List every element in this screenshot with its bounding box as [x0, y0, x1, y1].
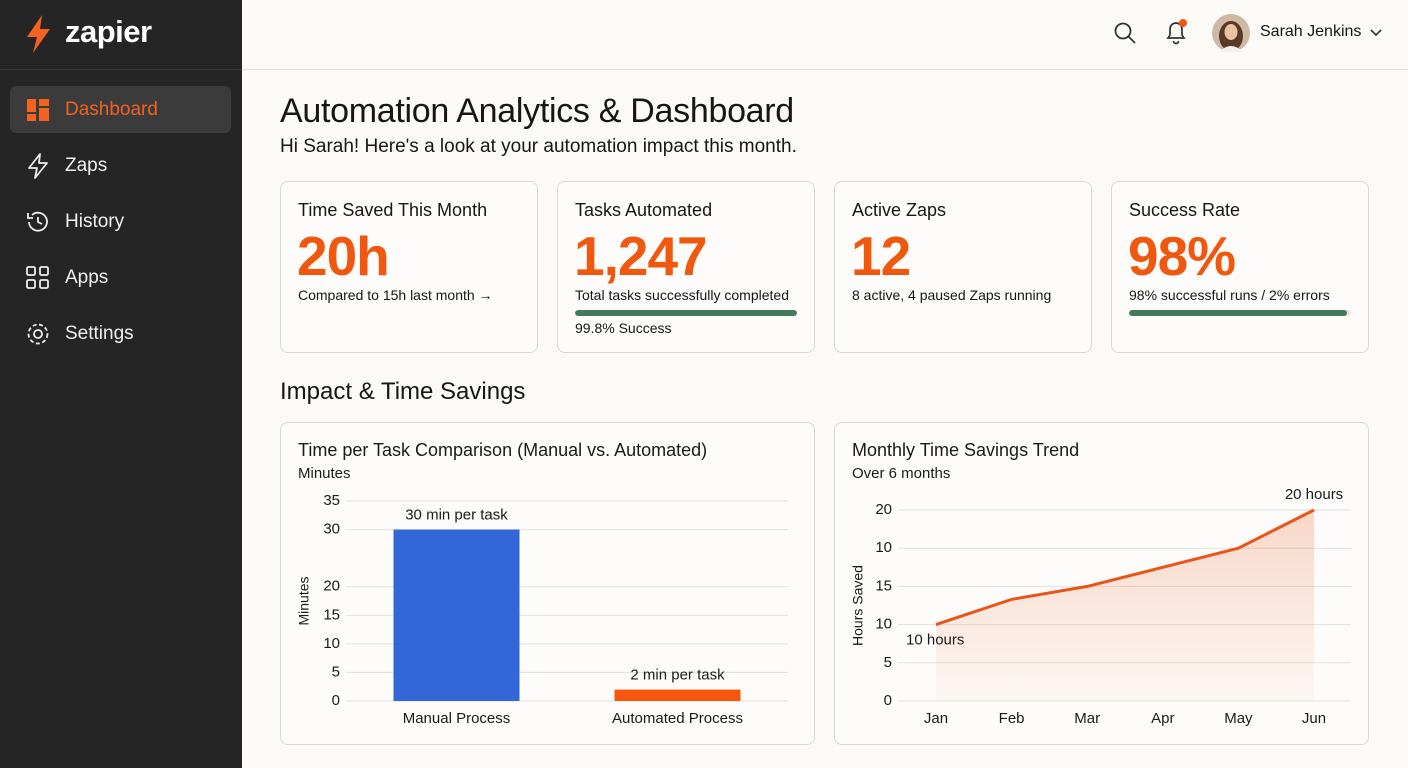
chart-title: Time per Task Comparison (Manual vs. Aut… [298, 440, 707, 460]
x-tick-label: May [1224, 710, 1253, 727]
bar-value-label: 30 min per task [405, 507, 508, 524]
area [936, 510, 1314, 701]
chevron[interactable] [1369, 27, 1383, 39]
y-tick-label: 0 [884, 692, 892, 709]
page-title: Automation Analytics & Dashboard [280, 92, 794, 130]
x-tick-label: Manual Process [403, 710, 511, 727]
divider [0, 69, 242, 70]
x-tick-label: Apr [1151, 710, 1174, 727]
y-tick-label: 5 [332, 663, 340, 680]
kpi-value: 98% [1128, 225, 1236, 287]
progress-track [575, 310, 797, 316]
bar [393, 529, 520, 701]
y-tick-label: 15 [875, 577, 892, 594]
y-tick-label: 10 [875, 616, 892, 633]
chart: Time per Task Comparison (Manual vs. Aut… [296, 440, 788, 727]
settings-icon [27, 323, 49, 345]
notification-icon[interactable] [1163, 17, 1191, 47]
kpi-note: 8 active, 4 paused Zaps running [852, 287, 1052, 303]
top-bar [242, 0, 1408, 70]
kpi-title: Time Saved This Month [298, 200, 488, 220]
kpi-note: Compared to 15h last month → [298, 287, 493, 303]
kpi-note: Total tasks successfully completed [575, 287, 789, 303]
progress-fill [1129, 310, 1347, 316]
apps-icon [26, 266, 49, 289]
nav-item[interactable]: Zaps [65, 155, 108, 176]
kpi-card: Active Zaps 12 8 active, 4 paused Zaps run… [834, 181, 1092, 353]
chart-subtitle: Minutes [298, 465, 351, 482]
logo-icon [27, 15, 50, 53]
chart-card: Monthly Time Savings Trend Over 6 months H… [834, 422, 1369, 745]
y-tick-label: 5 [884, 654, 892, 671]
y-tick-label: 10 [875, 539, 892, 556]
sidebar: zapier Dashboard Zaps History Apps Setti… [0, 0, 242, 768]
kpi-title: Active Zaps [852, 200, 947, 220]
dashboard-icon [27, 99, 49, 121]
page-subtitle: Hi Sarah! Here's a look at your automati… [280, 136, 797, 157]
kpi-card: Time Saved This Month 20h Compared to 15h … [280, 181, 538, 353]
progress-track [1129, 310, 1351, 316]
avatar[interactable] [1212, 14, 1250, 52]
y-tick-label: 20 [875, 501, 892, 518]
nav-item[interactable]: Settings [65, 323, 134, 344]
y-tick-label: 30 [323, 521, 340, 538]
x-tick-label: Automated Process [612, 710, 743, 727]
kpi-card: Success Rate 98% 98% successful runs / 2% … [1111, 181, 1369, 353]
chart-subtitle: Over 6 months [852, 465, 950, 482]
kpi-card: Tasks Automated 1,247 Total tasks successf… [557, 181, 815, 353]
zaps-icon [28, 153, 48, 179]
kpi-title: Success Rate [1129, 200, 1241, 220]
y-tick-label: 20 [323, 578, 340, 595]
y-tick-label: 10 [323, 635, 340, 652]
x-tick-label: Mar [1074, 710, 1100, 727]
progress-fill [575, 310, 797, 316]
y-axis-title: Hours Saved [850, 565, 866, 646]
nav-item[interactable]: Dashboard [65, 99, 158, 120]
kpi-title: Tasks Automated [575, 200, 713, 220]
y-tick-label: 0 [332, 692, 340, 709]
kpi-value: 20h [297, 225, 390, 287]
kpi-value: 12 [851, 225, 911, 287]
annotation: 20 hours [1285, 486, 1343, 503]
search-icon[interactable] [1113, 21, 1139, 47]
x-tick-label: Jun [1302, 710, 1326, 727]
chart-title: Monthly Time Savings Trend [852, 440, 1079, 460]
bar [614, 689, 741, 701]
line [935, 508, 1315, 627]
x-tick-label: Jan [924, 710, 948, 727]
kpi-note: 98% successful runs / 2% errors [1129, 287, 1330, 303]
chart: Monthly Time Savings Trend Over 6 months H… [850, 440, 1351, 727]
y-tick-label: 15 [323, 606, 340, 623]
history-icon [27, 211, 48, 232]
y-axis-title: Minutes [296, 576, 312, 625]
nav-item[interactable]: Apps [65, 267, 109, 288]
y-tick-label: 35 [323, 492, 340, 509]
annotation: 10 hours [906, 632, 964, 649]
progress-label: 99.8% Success [575, 320, 672, 336]
section-title: Impact & Time Savings [280, 378, 526, 405]
x-tick-label: Feb [999, 710, 1025, 727]
user-name[interactable]: Sarah Jenkins [1260, 23, 1362, 40]
kpi-value: 1,247 [574, 225, 708, 287]
chart-card: Time per Task Comparison (Manual vs. Aut… [280, 422, 815, 745]
bar-value-label: 2 min per task [630, 667, 725, 684]
nav-item[interactable]: History [65, 211, 125, 232]
brand: zapier [65, 14, 152, 49]
